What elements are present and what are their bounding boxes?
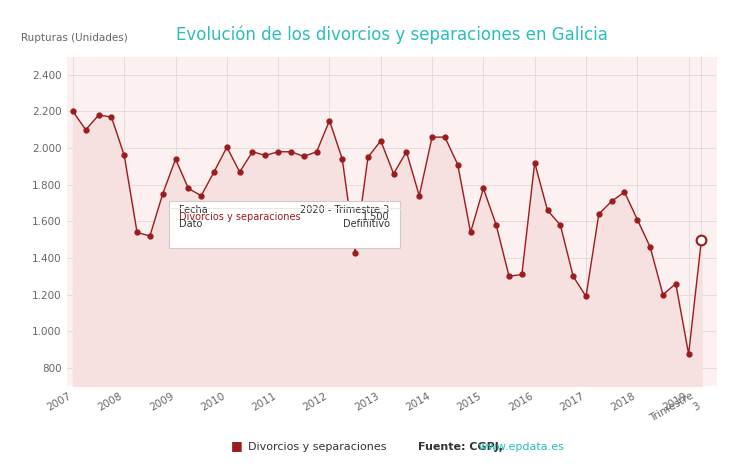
Text: Rupturas (Unidades): Rupturas (Unidades) <box>21 33 128 43</box>
Text: Divorcios y separaciones: Divorcios y separaciones <box>180 212 301 222</box>
Title: Evolución de los divorcios y separaciones en Galicia: Evolución de los divorcios y separacione… <box>176 25 607 44</box>
Text: Fuente: CGPJ,: Fuente: CGPJ, <box>418 442 503 452</box>
Text: Fecha: Fecha <box>180 204 208 214</box>
Text: Definitivo: Definitivo <box>343 219 389 228</box>
Text: 2020 - Trimestre 3: 2020 - Trimestre 3 <box>301 204 389 214</box>
Text: www.epdata.es: www.epdata.es <box>475 442 564 452</box>
Text: Dato: Dato <box>180 219 202 228</box>
FancyBboxPatch shape <box>169 201 400 248</box>
Text: ■: ■ <box>231 439 242 452</box>
Text: Divorcios y separaciones: Divorcios y separaciones <box>248 442 386 452</box>
Text: 1.500: 1.500 <box>362 212 389 222</box>
